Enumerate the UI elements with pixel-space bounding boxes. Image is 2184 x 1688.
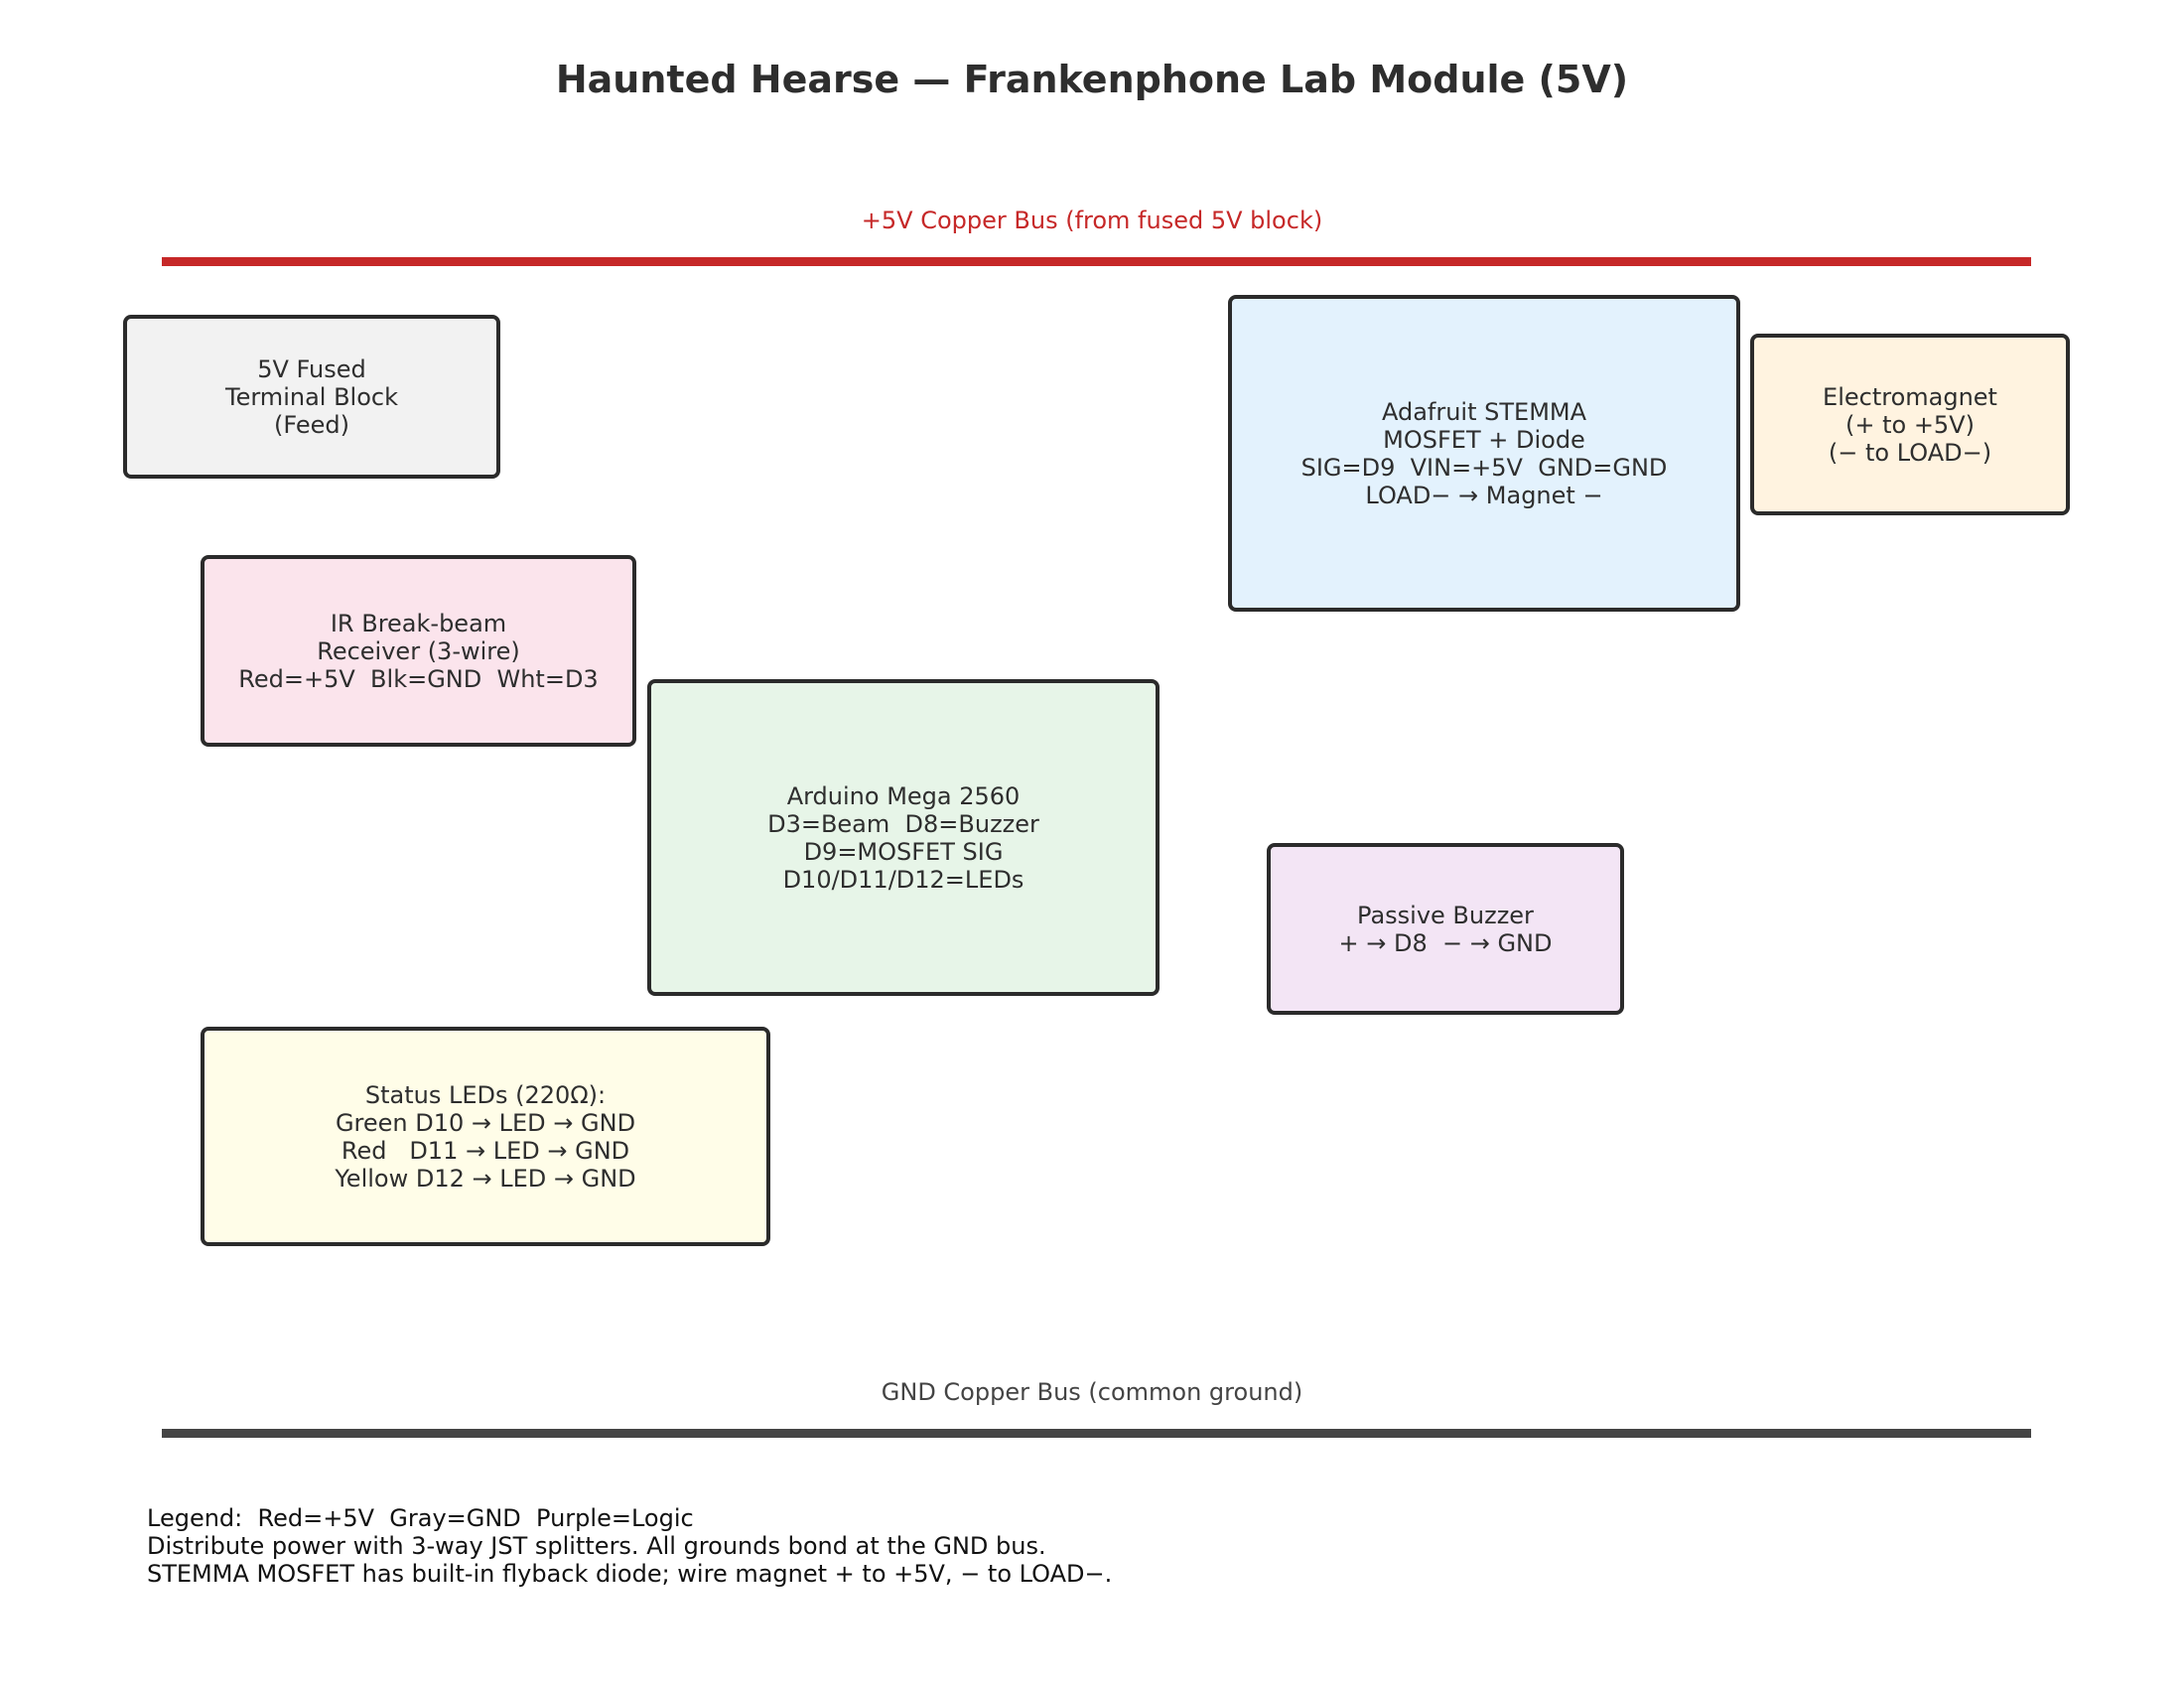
- block-line: IR Break-beam: [330, 609, 507, 637]
- block-line: Status LEDs (220Ω):: [364, 1080, 607, 1109]
- block-line: Arduino Mega 2560: [786, 781, 1021, 810]
- ground-bus-line: [162, 1429, 2031, 1438]
- diagram-title: Haunted Hearse — Frankenphone Lab Module…: [555, 58, 1629, 101]
- fused-terminal-block: 5V Fused Terminal Block (Feed): [123, 315, 500, 479]
- block-line: (Feed): [274, 410, 349, 439]
- block-line: LOAD− → Magnet −: [1365, 481, 1603, 509]
- block-line: Yellow D12 → LED → GND: [335, 1164, 636, 1193]
- block-line: Red=+5V Blk=GND Wht=D3: [238, 664, 599, 693]
- block-line: Green D10 → LED → GND: [335, 1108, 636, 1137]
- legend-line: STEMMA MOSFET has built-in flyback diode…: [147, 1560, 1113, 1588]
- power-bus-line: [162, 257, 2031, 266]
- stemma-mosfet: Adafruit STEMMA MOSFET + Diode SIG=D9 VI…: [1228, 295, 1740, 612]
- electromagnet: Electromagnet (+ to +5V) (− to LOAD−): [1750, 334, 2070, 515]
- status-leds: Status LEDs (220Ω): Green D10 → LED → GN…: [201, 1027, 770, 1246]
- block-line: (− to LOAD−): [1828, 438, 1992, 467]
- arduino-mega: Arduino Mega 2560 D3=Beam D8=Buzzer D9=M…: [647, 679, 1160, 996]
- legend-line: Distribute power with 3-way JST splitter…: [147, 1532, 1046, 1560]
- block-line: Receiver (3-wire): [317, 636, 520, 665]
- ir-breakbeam-receiver: IR Break-beam Receiver (3-wire) Red=+5V …: [201, 555, 636, 747]
- block-line: MOSFET + Diode: [1383, 425, 1585, 454]
- ground-bus-label: GND Copper Bus (common ground): [881, 1378, 1303, 1406]
- block-line: 5V Fused: [257, 354, 366, 383]
- block-line: D3=Beam D8=Buzzer: [767, 809, 1039, 838]
- block-line: Red D11 → LED → GND: [341, 1136, 630, 1165]
- block-line: + → D8 − → GND: [1338, 928, 1553, 957]
- block-line: D9=MOSFET SIG: [803, 837, 1004, 866]
- block-line: (+ to +5V): [1845, 410, 1975, 439]
- block-line: Passive Buzzer: [1357, 901, 1534, 929]
- legend: Legend: Red=+5V Gray=GND Purple=Logic Di…: [147, 1504, 1112, 1588]
- block-line: Adafruit STEMMA: [1381, 397, 1587, 426]
- passive-buzzer: Passive Buzzer + → D8 − → GND: [1267, 843, 1624, 1015]
- block-line: Electromagnet: [1823, 382, 1997, 411]
- legend-line: Legend: Red=+5V Gray=GND Purple=Logic: [147, 1504, 694, 1532]
- block-line: D10/D11/D12=LEDs: [782, 865, 1024, 894]
- power-bus-label: +5V Copper Bus (from fused 5V block): [861, 207, 1323, 234]
- block-line: SIG=D9 VIN=+5V GND=GND: [1300, 453, 1668, 482]
- block-line: Terminal Block: [225, 382, 398, 411]
